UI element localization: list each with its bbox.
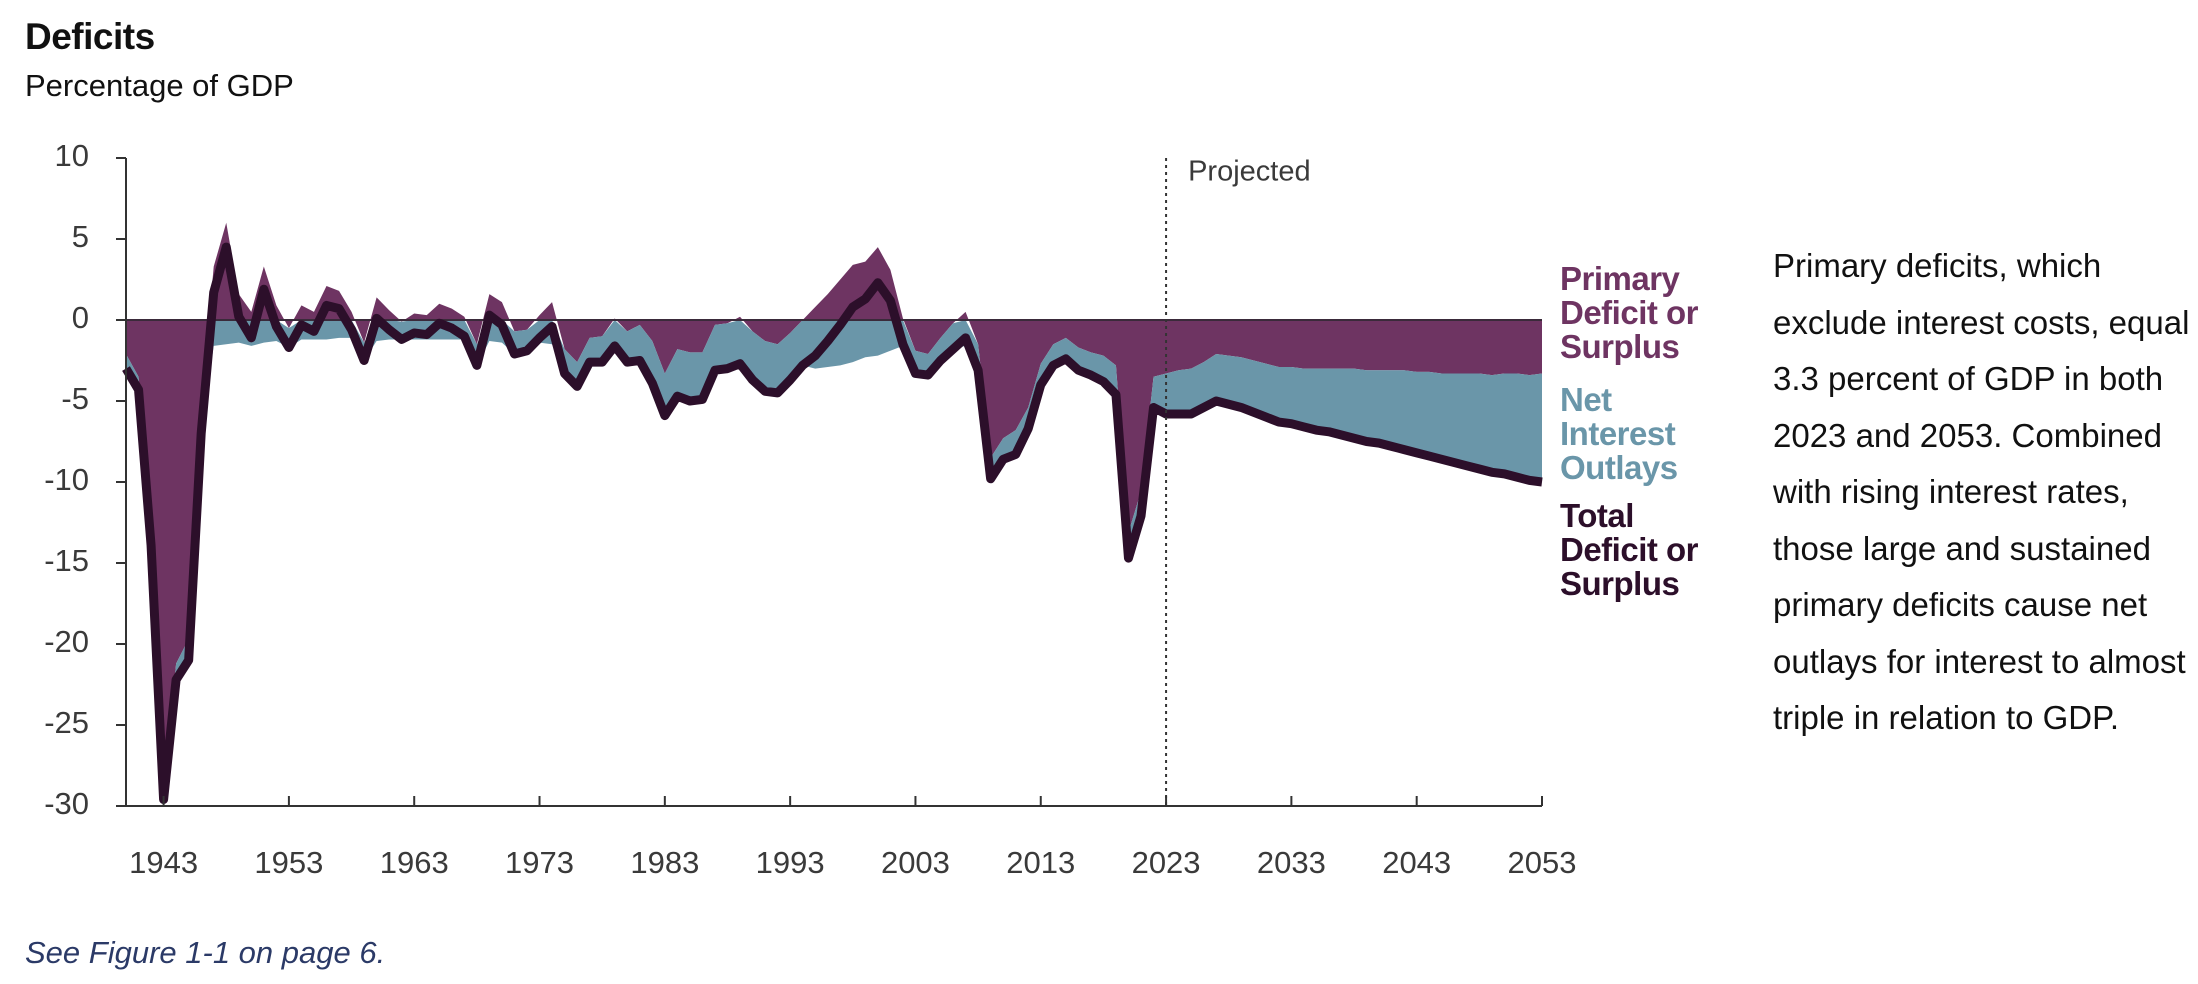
x-tick-label: 2023 xyxy=(1132,845,1201,880)
legend-entry: Total Deficit or Surplus xyxy=(1560,497,1699,602)
chart-title: Deficits xyxy=(25,16,155,57)
y-tick-label: 5 xyxy=(72,219,89,254)
y-tick-label: -25 xyxy=(44,705,89,740)
x-tick-label: 2033 xyxy=(1257,845,1326,880)
line xyxy=(122,242,1543,805)
legend-entry: Net Interest Outlays xyxy=(1560,381,1678,486)
x-tick-label: 2053 xyxy=(1508,845,1577,880)
footnote: See Figure 1-1 on page 6. xyxy=(25,935,386,970)
y-tick-label: -20 xyxy=(44,624,89,659)
y-tick-label: 0 xyxy=(72,300,89,335)
y-tick-label: -5 xyxy=(61,381,89,416)
x-tick-label: 2013 xyxy=(1006,845,1075,880)
x-tick-label: 2003 xyxy=(881,845,950,880)
projection-label: Projected xyxy=(1188,156,1311,188)
area xyxy=(126,320,1542,800)
x-tick-label: 1973 xyxy=(505,845,574,880)
y-tick-label: -15 xyxy=(44,543,89,578)
x-tick-label: 1943 xyxy=(129,845,198,880)
chart-subtitle: Percentage of GDP xyxy=(25,68,294,103)
x-tick-label: 1993 xyxy=(756,845,825,880)
legend-entry: Primary Deficit or Surplus xyxy=(1560,260,1699,365)
annotation: Primary deficits, which exclude interest… xyxy=(1773,247,2190,736)
x-tick-label: 1963 xyxy=(380,845,449,880)
y-tick-label: -30 xyxy=(44,786,89,821)
area xyxy=(126,222,1542,787)
y-tick-label: 10 xyxy=(55,138,89,173)
x-tick-label: 1983 xyxy=(630,845,699,880)
y-tick-label: -10 xyxy=(44,462,89,497)
x-tick-label: 1953 xyxy=(254,845,323,880)
x-tick-label: 2043 xyxy=(1382,845,1451,880)
